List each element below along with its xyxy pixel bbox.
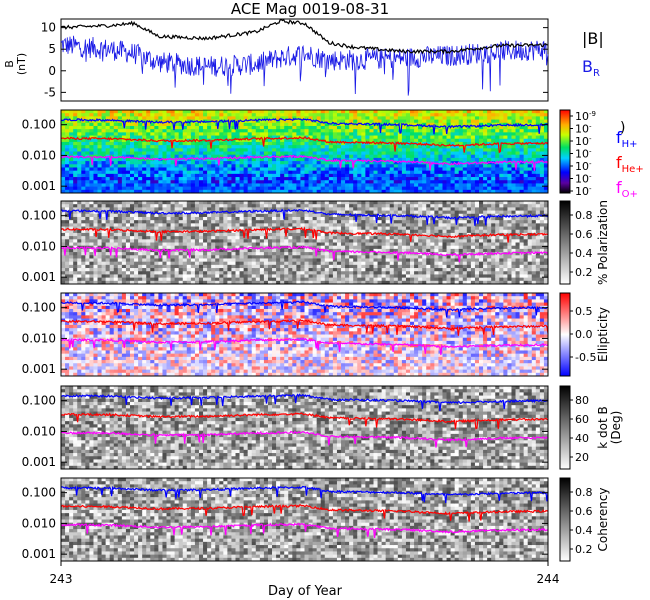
colorbar [559,385,571,470]
freq-tick-label: 0.001 [22,270,56,284]
x-tick-label-244: 244 [537,572,560,586]
freq-line-o [60,522,549,538]
b-field-series [60,19,549,96]
b-y-ticks: 10 5 0 -5 [41,21,548,99]
chart-title: ACE Mag 0019-08-31 [231,0,389,18]
freq-tick-label: 0.100 [22,118,56,132]
colorbar [559,109,571,194]
colorbar-tick-label: 10- [575,135,592,148]
spectrogram-frame [60,477,549,562]
freq-tick-label: 0.001 [22,547,56,561]
freq-line-he [60,412,549,430]
freq-line-o [60,430,549,448]
colorbar [559,200,571,285]
freq-tick-label: 0.100 [22,209,56,223]
freq-line-h [60,117,549,135]
spectrogram-frame [60,200,549,285]
colorbar-tick-label: 10- [575,123,592,136]
colorbar-tick-label: 0.2 [575,543,593,556]
colorbar-tick-label: 0.5 [575,305,593,318]
colorbar-tick-label: 60 [575,413,589,426]
colorbar-tick-label: -0.5 [575,351,596,364]
freq-tick-label: 0.010 [22,239,56,253]
spectrogram-cells [61,201,549,285]
freq-line-h [60,300,549,318]
freq-line-he [60,504,549,522]
b-y-tick-label: 0 [48,64,56,78]
freq-line-h [60,485,549,504]
freq-line-he [60,319,549,336]
colorbar [559,477,571,562]
freq-line-h [60,393,549,411]
series-b-r [60,35,549,96]
freq-line-h [60,208,549,226]
freq-line-o [60,245,549,263]
spectrogram-frame [60,385,549,470]
freq-tick-label: 0.010 [22,148,56,162]
legend-b-total: |B| [582,29,604,48]
x-tick-label-243: 243 [50,572,73,586]
colorbar-tick-label: 10- [575,185,592,198]
colorbar-tick-label: 0.6 [575,228,593,241]
colorbar-tick-label: 0.6 [575,505,593,518]
legend-b-r: BR [582,57,600,79]
b-y-tick-label: -5 [44,85,56,99]
freq-tick-label: 0.010 [22,424,56,438]
freq-tick-label: 0.010 [22,516,56,530]
colorbar-tick-label: 0.8 [575,209,593,222]
spectrogram-cells [61,386,549,470]
freq-line-he [60,226,549,243]
colorbar [559,292,571,377]
colorbar-tick-label: 10-9 [575,110,596,123]
spectrogram-frame [60,109,549,194]
spectrogram-ellipticity: 0.100 0.010 0.001 0.5 0.0 -0.5 Ellipticity [22,292,610,377]
colorbar-tick-label: 10- [575,160,592,173]
freq-tick-label: 0.001 [22,179,56,193]
freq-tick-label: 0.100 [22,301,56,315]
spectrogram-kdotb: 0.100 0.010 0.001 80 60 40 20 k dot B (Deg) [22,385,623,470]
colorbar-tick-label: 10- [575,148,592,161]
b-y-tick-label: 10 [41,21,56,35]
freq-line-o [61,337,549,356]
colorbar-tick-label: 0.4 [575,524,593,537]
freq-tick-label: 0.100 [22,486,56,500]
colorbar-label: Coherency [596,487,610,551]
colorbar-label: % Polarization [596,200,610,285]
colorbar-tick-label: 0.2 [575,266,593,279]
colorbar-tick-label: 0.0 [575,328,593,341]
b-ylabel-bottom: (nT) [15,53,28,75]
colorbar-tick-label: 80 [575,394,589,407]
legend-f-o: fO+ [616,178,638,200]
freq-line-he [60,136,549,154]
x-axis-label: Day of Year [268,584,343,599]
spectrogram-polarization: 0.100 0.010 0.001 0.8 0.6 0.4 0.2% Polarizatio… [22,200,610,285]
freq-tick-label: 0.100 [22,394,56,408]
freq-line-o [60,154,549,171]
b-field-panel: B (nT) 10 5 0 -5 |B| BR [3,18,604,102]
legend-f-h: fH+ [616,128,638,150]
freq-tick-label: 0.001 [22,455,56,469]
colorbar-units-paren: ) [620,120,625,136]
colorbar-tick-label: 10- [575,173,592,186]
colorbar-tick-label: 20 [575,451,589,464]
b-y-tick-label: 5 [48,42,56,56]
spectrogram-coherency: 0.100 0.010 0.001 0.8 0.6 0.4 0.2 Coherency [22,477,610,562]
b-ylabel-top: B [3,60,16,68]
spectrogram-panels: 0.1000.0100.00110-910-10-10-10-10-10-)0.… [22,109,625,562]
legend-f-he: fHe+ [616,153,644,175]
freq-tick-label: 0.010 [22,331,56,345]
colorbar-tick-label: 40 [575,432,589,445]
spectrogram-frame [60,292,549,377]
spectrogram-cells [61,293,549,377]
freq-tick-label: 0.001 [22,362,56,376]
spectrogram-cells [61,110,549,194]
colorbar-label: Ellipticity [596,307,610,362]
series-b-total [60,19,548,55]
colorbar-tick-label: 0.8 [575,486,593,499]
colorbar-label-units: (Deg) [609,411,623,445]
colorbar-tick-label: 0.4 [575,247,593,260]
colorbar-label: k dot B [596,406,610,448]
